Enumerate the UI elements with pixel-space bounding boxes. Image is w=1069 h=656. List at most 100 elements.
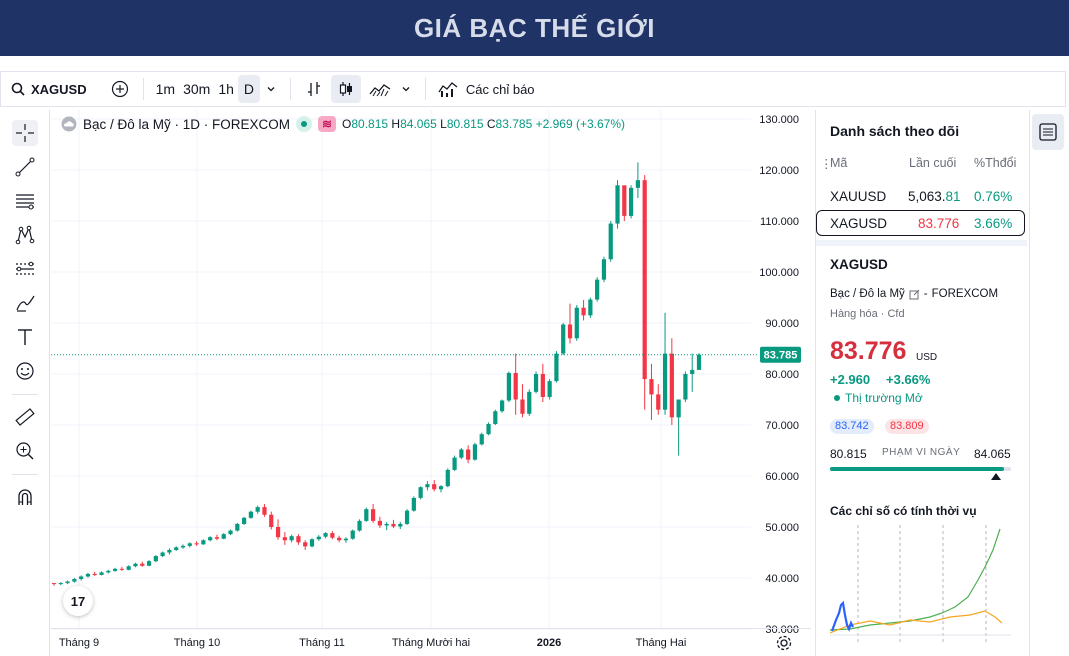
column-last[interactable]: Lần cuối: [909, 156, 957, 170]
candlestick-chart[interactable]: 130.000 120.000 110.000 100.000 90.000 80.000…: [51, 110, 811, 656]
price-chart[interactable]: 130.000 120.000 110.000 100.000 90.000 80.000…: [51, 110, 811, 656]
candle-body: [561, 324, 566, 354]
candle-body: [153, 556, 158, 562]
day-range-fill: [830, 467, 1004, 471]
indicators-icon: [438, 82, 458, 97]
candle-body: [384, 523, 389, 526]
interval-d[interactable]: D: [237, 75, 260, 103]
measure-tool[interactable]: [12, 404, 38, 430]
candle-body: [622, 185, 627, 216]
interval-dropdown[interactable]: [260, 75, 282, 103]
candle-body: [581, 307, 586, 316]
candle-body: [615, 185, 620, 224]
zoom-tool[interactable]: [12, 438, 38, 464]
legend-close: 83.785: [495, 117, 533, 131]
x-tick-label: Tháng 11: [299, 637, 345, 649]
candle-body: [540, 374, 545, 397]
candles-button[interactable]: [330, 75, 361, 103]
forecast-tool[interactable]: [12, 256, 38, 282]
candle-body: [506, 372, 511, 401]
brush-tool[interactable]: [12, 290, 38, 316]
legend-open: 80.815: [351, 117, 389, 131]
candle-body: [690, 369, 695, 374]
watchlist-toggle-button[interactable]: [1032, 114, 1064, 150]
candle-body: [296, 536, 301, 543]
page-title: GIÁ BẠC THẾ GIỚI: [413, 12, 656, 43]
magnet-tool[interactable]: [12, 484, 38, 510]
search-icon: [11, 82, 25, 96]
column-symbol[interactable]: Mã: [830, 156, 848, 170]
details-change: +2.960: [830, 372, 871, 387]
candle-body: [425, 484, 430, 488]
zoom-in-icon: [16, 442, 34, 460]
candle-body: [574, 307, 579, 339]
bid-badge: 83.742: [830, 419, 874, 434]
chart-type-dropdown[interactable]: [395, 75, 417, 103]
trend-line-tool[interactable]: [12, 154, 38, 180]
candle-body: [99, 572, 104, 575]
candle-body: [547, 381, 552, 397]
crosshair-icon: [16, 124, 34, 142]
row-symbol: XAGUSD: [830, 216, 888, 231]
page-banner: GIÁ BẠC THẾ GIỚI: [0, 0, 1069, 56]
candle-body: [289, 536, 294, 541]
legend-high: 84.065: [400, 117, 437, 131]
bar-chart-button[interactable]: [301, 75, 327, 103]
details-change-percent: +3.66%: [886, 372, 931, 387]
candle-body: [466, 449, 471, 460]
text-tool[interactable]: [12, 324, 38, 350]
market-open-indicator[interactable]: [296, 116, 313, 132]
candle-body: [337, 537, 342, 541]
fib-retracement-tool[interactable]: [12, 188, 38, 214]
indicators-button[interactable]: Các chỉ báo: [430, 80, 543, 98]
ruler-icon: [15, 408, 35, 426]
x-tick-label: 2026: [537, 637, 561, 649]
external-link-icon[interactable]: [909, 289, 920, 300]
candle-body: [343, 538, 349, 541]
smiley-icon: [16, 362, 34, 380]
details-price: 83.776: [830, 337, 907, 365]
candle-body: [398, 523, 403, 527]
y-tick-label: 30.000: [765, 624, 799, 636]
candle-body: [228, 530, 233, 535]
symbol-search[interactable]: XAGUSD: [1, 72, 97, 106]
watchlist-row-selected[interactable]: XAGUSD 83.776 3.66%: [816, 210, 1025, 236]
candle-body: [201, 540, 206, 545]
candle-body: [438, 486, 444, 490]
candle-body: [65, 581, 70, 584]
toolbar-divider: [142, 78, 144, 100]
candle-body: [554, 353, 559, 382]
column-change[interactable]: %Thđổi: [974, 156, 1017, 170]
tradingview-logo[interactable]: 17: [63, 586, 93, 616]
day-range-bar: [830, 467, 1011, 471]
drag-handle-icon[interactable]: ⋮: [820, 157, 832, 171]
compare-symbol-button[interactable]: [107, 75, 133, 103]
y-tick-label: 60.000: [765, 471, 799, 483]
pattern-tool[interactable]: [12, 222, 38, 248]
y-tick-label: 70.000: [765, 420, 799, 432]
range-label: PHẠM VI NGÀY: [882, 447, 961, 458]
candle-body: [391, 523, 396, 527]
candle-body: [533, 374, 539, 392]
area-chart-button[interactable]: [365, 75, 395, 103]
candle-body: [500, 400, 505, 412]
candle-body: [472, 444, 478, 460]
candle-body: [221, 534, 226, 539]
watchlist-row[interactable]: XAUUSD 5,063.81 0.76%: [816, 184, 1027, 210]
seasonals-title[interactable]: Các chỉ số có tính thời vụ: [830, 504, 977, 518]
crosshair-tool[interactable]: [12, 120, 38, 146]
candle-body: [180, 545, 186, 548]
candle-body: [350, 530, 355, 539]
chevron-down-icon: [402, 87, 410, 92]
emoji-tool[interactable]: [12, 358, 38, 384]
candle-body: [364, 509, 369, 521]
interval-1m[interactable]: 1m: [155, 81, 176, 97]
settings-icon[interactable]: [776, 635, 792, 651]
candle-body: [418, 487, 423, 498]
seasonals-mini-chart[interactable]: [830, 525, 1011, 645]
candle-body: [255, 507, 260, 512]
data-source-badge[interactable]: ≋: [318, 116, 337, 132]
interval-30m[interactable]: 30m: [183, 81, 211, 97]
interval-1h[interactable]: 1h: [218, 81, 234, 97]
x-tick-label: Tháng 9: [59, 637, 99, 649]
